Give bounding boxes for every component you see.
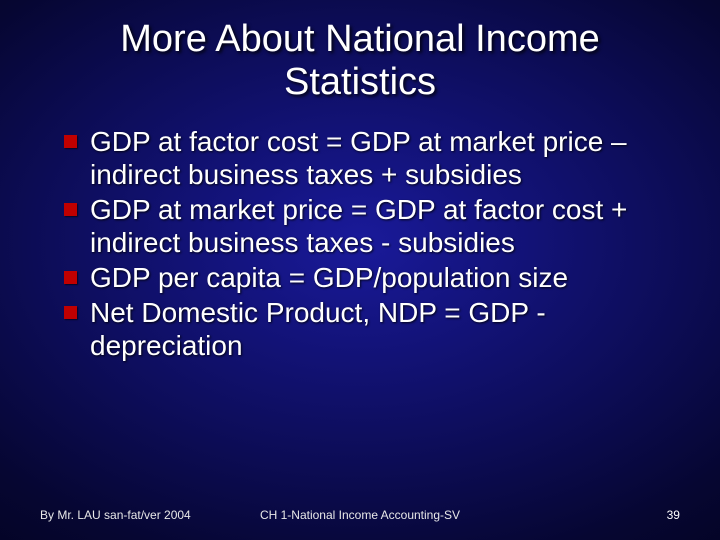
list-item: Net Domestic Product, NDP = GDP - deprec…: [64, 296, 680, 362]
slide: More About National Income Statistics GD…: [0, 0, 720, 540]
footer-author: By Mr. LAU san-fat/ver 2004: [40, 508, 253, 522]
bullet-list: GDP at factor cost = GDP at market price…: [40, 125, 680, 364]
footer-page: 39: [467, 508, 680, 522]
footer-chapter: CH 1-National Income Accounting-SV: [253, 508, 466, 522]
list-item: GDP at factor cost = GDP at market price…: [64, 125, 680, 191]
slide-footer: By Mr. LAU san-fat/ver 2004 CH 1-Nationa…: [0, 508, 720, 522]
list-item: GDP per capita = GDP/population size: [64, 261, 680, 294]
slide-title: More About National Income Statistics: [40, 18, 680, 103]
list-item: GDP at market price = GDP at factor cost…: [64, 193, 680, 259]
